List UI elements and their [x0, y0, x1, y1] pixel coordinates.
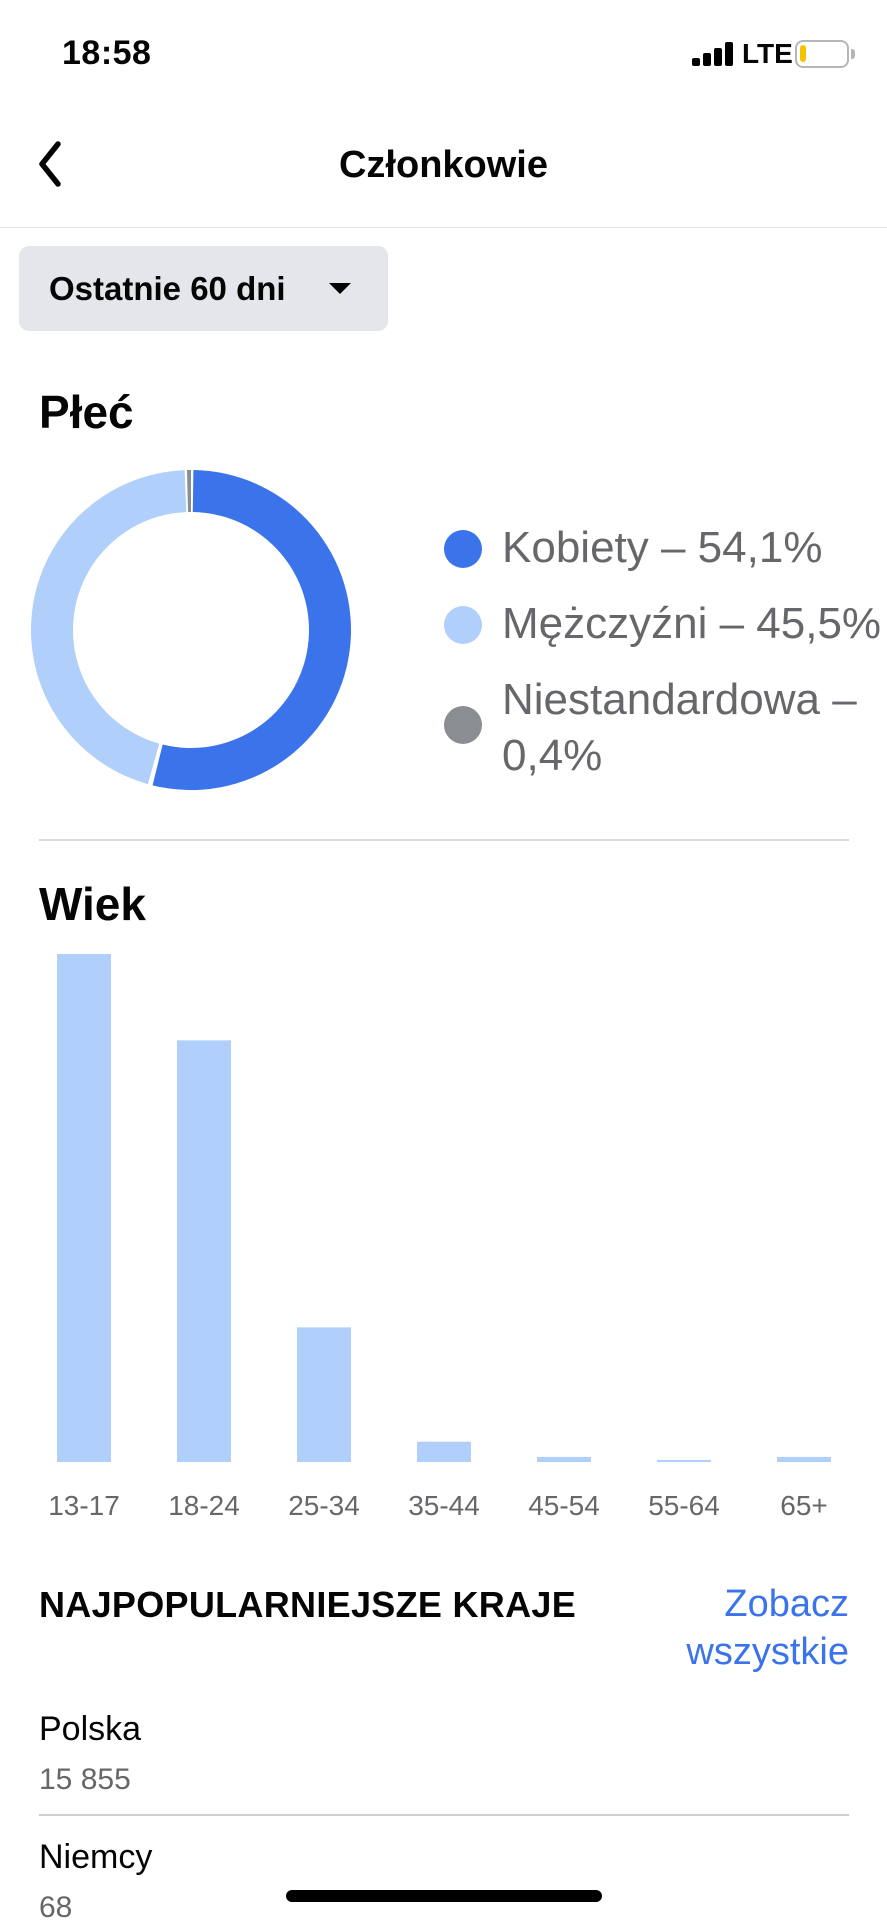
country-count: 15 855	[39, 1763, 131, 1796]
country-row[interactable]: Polska 15 855	[39, 1710, 849, 1797]
battery-icon	[795, 40, 849, 68]
country-divider	[39, 1814, 849, 1816]
network-type: LTE	[742, 38, 793, 69]
country-row[interactable]: Niemcy 68	[39, 1838, 849, 1920]
legend-item-custom: Niestandardowa – 0,4%	[444, 672, 887, 784]
age-bar	[657, 1460, 711, 1462]
age-tick-label: 65+	[780, 1490, 828, 1521]
period-label: Ostatnie 60 dni	[49, 270, 286, 307]
donut-slice-kobiety	[152, 470, 351, 790]
battery-cap	[851, 49, 855, 59]
gender-title: Płeć	[39, 386, 134, 438]
age-tick-label: 13-17	[48, 1490, 120, 1521]
page-title: Członkowie	[338, 144, 549, 186]
legend-dot-men	[444, 606, 482, 644]
chevron-left-icon	[39, 141, 61, 187]
signal-bars-icon	[692, 42, 736, 66]
section-divider	[39, 839, 849, 841]
status-bar: 18:58 LTE	[0, 0, 887, 110]
age-bar	[57, 954, 111, 1462]
age-bar	[777, 1456, 831, 1462]
legend-item-men: Mężczyźni – 45,5%	[444, 596, 887, 652]
nav-bar: Członkowie	[0, 110, 887, 228]
legend-label-women: Kobiety – 54,1%	[502, 523, 823, 572]
donut-slice-niestandardowa	[186, 470, 191, 513]
see-all-link[interactable]: Zobacz wszystkie	[686, 1583, 849, 1673]
country-name: Polska	[39, 1710, 142, 1748]
legend-label-men: Mężczyźni – 45,5%	[502, 599, 882, 648]
age-bar	[537, 1456, 591, 1462]
period-dropdown[interactable]: Ostatnie 60 dni	[19, 246, 388, 331]
gender-legend: Kobiety – 54,1% Mężczyźni – 45,5% Niesta…	[444, 520, 887, 804]
legend-item-women: Kobiety – 54,1%	[444, 520, 887, 576]
caret-down-icon	[329, 283, 351, 294]
status-time: 18:58	[62, 34, 152, 72]
legend-dot-women	[444, 530, 482, 568]
age-tick-label: 25-34	[288, 1490, 360, 1521]
country-name: Niemcy	[39, 1838, 153, 1876]
age-bar	[417, 1441, 471, 1462]
gender-donut-chart	[31, 470, 351, 790]
age-bar	[177, 1040, 231, 1462]
age-title: Wiek	[39, 878, 146, 930]
age-bar	[297, 1327, 351, 1462]
home-indicator	[286, 1890, 602, 1902]
age-tick-label: 35-44	[408, 1490, 480, 1521]
donut-slice-mężczyźni	[31, 470, 187, 785]
age-bar-chart: 13-17 18-24 25-34 35-44 45-54 55-64 65+	[48, 954, 831, 1521]
top-countries-title: NAJPOPULARNIEJSZE KRAJE	[39, 1584, 577, 1625]
age-tick-label: 18-24	[168, 1490, 240, 1521]
country-count: 68	[39, 1891, 73, 1920]
legend-dot-custom	[444, 706, 482, 744]
back-button[interactable]	[22, 134, 82, 194]
legend-label-custom: Niestandardowa – 0,4%	[502, 675, 857, 780]
age-tick-label: 45-54	[528, 1490, 600, 1521]
age-tick-label: 55-64	[648, 1490, 720, 1521]
